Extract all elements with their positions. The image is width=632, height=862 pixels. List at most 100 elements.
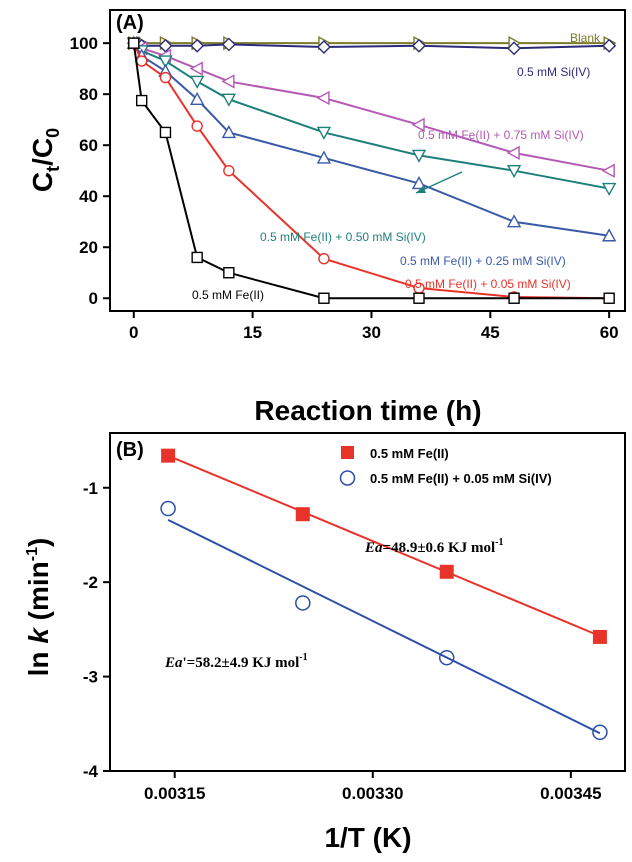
y-tick-label-20: 20 [79, 238, 98, 257]
annotation-fe-si050: 0.5 mM Fe(II) + 0.50 mM Si(IV) [260, 230, 426, 244]
data-point [191, 120, 203, 132]
panel-b-legend: 0.5 mM Fe(II) 0.5 mM Fe(II) + 0.05 mM Si… [339, 446, 552, 486]
data-point [161, 448, 176, 463]
series-0-5-mm-si-iv [126, 36, 617, 56]
x-tick-label-30: 30 [362, 323, 381, 342]
legend-label-fe: 0.5 mM Fe(II) [370, 446, 449, 461]
data-point [295, 595, 311, 611]
annotation-fe-si025: 0.5 mM Fe(II) + 0.25 mM Si(IV) [400, 254, 566, 268]
panel-a-ticks: 0 15 30 45 60 0 20 40 60 80 100 [70, 34, 619, 342]
fit-line [167, 518, 601, 735]
annotation-fe-si075: 0.5 mM Fe(II) + 0.75 mM Si(IV) [418, 128, 584, 142]
series-0-5-mm-fe-ii [161, 448, 607, 644]
annotation-si: 0.5 mM Si(IV) [517, 65, 590, 79]
data-point [158, 38, 173, 53]
data-point [316, 126, 332, 140]
x-tick-label-45: 45 [481, 323, 500, 342]
data-point [601, 182, 617, 197]
series-0-5-mm-fe-ii-0-05-mm-si-iv [160, 500, 608, 741]
data-point [506, 165, 522, 179]
x-tick-label-0: 0 [129, 323, 138, 342]
panel-a-x-axis-title: Reaction time (h) [254, 395, 481, 426]
data-point [316, 90, 330, 106]
data-point [221, 93, 237, 107]
data-point [191, 251, 203, 264]
data-point [159, 126, 172, 139]
y-tick-label: -3 [83, 668, 98, 687]
data-point [223, 165, 235, 177]
y-tick-label-80: 80 [79, 85, 98, 104]
data-point [506, 145, 520, 161]
panel-b-series [160, 448, 608, 741]
data-point [135, 55, 148, 67]
data-point [190, 38, 205, 53]
data-point [160, 500, 176, 517]
annotation-fe: 0.5 mM Fe(II) [192, 288, 264, 302]
panel-b-y-axis-title: ln k (min-1) [23, 538, 54, 677]
annotation-fe-si005: 0.5 mM Fe(II) + 0.05 mM Si(IV) [405, 277, 571, 291]
data-point [601, 163, 615, 178]
y-tick-label-0: 0 [89, 289, 98, 308]
legend-marker-fe [341, 446, 354, 459]
data-point [411, 117, 425, 132]
x-tick-label: 0.00345 [540, 784, 601, 803]
data-point [508, 292, 520, 304]
data-point [189, 75, 205, 89]
data-point [413, 292, 425, 304]
activation-energy-fe-si: Ea'=58.2±4.9 KJ mol-1 [164, 652, 308, 671]
y-tick-label: -2 [83, 573, 98, 592]
data-point [318, 292, 330, 304]
panel-a-annotations: Blank 0.5 mM Si(IV) 0.5 mM Fe(II) + 0.75… [192, 31, 601, 302]
annotation-arrow-head [416, 186, 426, 193]
data-point [189, 91, 205, 105]
data-point [159, 71, 172, 84]
data-point [158, 55, 173, 69]
data-point [135, 94, 148, 107]
data-point [221, 74, 235, 89]
data-point [189, 61, 203, 76]
panel-b-x-axis-title: 1/T (K) [324, 822, 411, 853]
data-point [128, 37, 140, 49]
panel-b-label: (B) [116, 439, 144, 461]
series-0-5-mm-fe-ii-0-75-mm-si-iv [126, 35, 615, 178]
data-point [507, 41, 522, 56]
panel-a-y-axis-title: Ct/C0 [27, 128, 63, 192]
data-point [439, 564, 454, 579]
panel-b-arrhenius-plot: 0.00315 0.00330 0.00345 -4 -3 -2 -1 (B) 1/T (K… [23, 432, 626, 853]
panel-b-frame [109, 432, 626, 772]
data-point [601, 228, 617, 242]
y-tick-label: -4 [83, 762, 99, 781]
activation-energy-fe: Ea=48.9±0.6 KJ mol-1 [364, 537, 503, 556]
data-point [223, 267, 235, 279]
legend-marker-fe-si [339, 470, 356, 486]
y-tick-label-60: 60 [79, 136, 98, 155]
panel-b-ticks: 0.00315 0.00330 0.00345 -4 -3 -2 -1 [83, 479, 602, 803]
annotation-blank: Blank [570, 31, 601, 45]
data-point [412, 38, 426, 53]
data-point [603, 292, 615, 304]
panel-a-series [126, 35, 617, 304]
x-tick-label-15: 15 [243, 323, 262, 342]
panel-a-decay-plot: 0 15 30 45 60 0 20 40 60 80 100 (A) Reaction time … [27, 9, 626, 426]
x-tick-label-60: 60 [600, 323, 619, 342]
data-point [438, 649, 455, 666]
legend-label-fe-si: 0.5 mM Fe(II) + 0.05 mM Si(IV) [370, 471, 552, 486]
panel-a-frame [109, 9, 626, 312]
data-point [318, 253, 330, 265]
panel-a-label: (A) [116, 12, 144, 34]
data-point [316, 150, 332, 164]
data-point [592, 724, 608, 741]
x-tick-label: 0.00330 [342, 784, 403, 803]
y-tick-label-100: 100 [70, 34, 98, 53]
data-point [411, 175, 427, 190]
data-point [411, 149, 427, 163]
data-point [295, 507, 310, 522]
series-0-5-mm-fe-ii [128, 37, 615, 304]
data-point [506, 214, 522, 228]
y-tick-label-40: 40 [79, 187, 98, 206]
data-point [592, 629, 607, 644]
data-point [221, 37, 236, 52]
data-point [602, 38, 617, 53]
data-point [316, 39, 331, 54]
